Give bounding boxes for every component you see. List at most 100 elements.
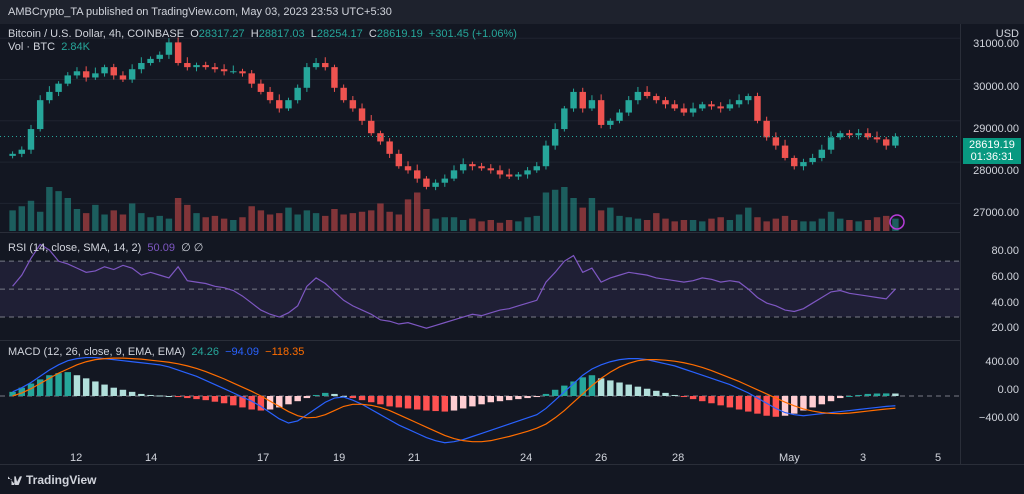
change-value: +301.45 (+1.06%) <box>428 28 517 40</box>
volume-bar <box>322 215 329 231</box>
candle-body <box>515 174 522 177</box>
price-axis[interactable]: USD 31000.00 30000.00 29000.00 28000.00 … <box>960 24 1024 464</box>
volume-bar <box>643 220 651 231</box>
macd-histogram-bar <box>800 396 807 411</box>
candle-body <box>285 100 292 109</box>
time-tick: 3 <box>860 452 867 464</box>
volume-bar <box>285 207 292 231</box>
candle-body <box>653 96 660 101</box>
macd-line <box>12 356 896 444</box>
volume-bar <box>607 207 614 231</box>
candle-body <box>487 168 495 171</box>
volume-bar <box>220 218 228 231</box>
volume-bar <box>735 214 743 231</box>
rsi-line <box>12 243 896 329</box>
macd-hist-value: 24.26 <box>191 346 219 358</box>
macd-histogram-bar <box>450 396 458 411</box>
candle-body <box>864 133 872 138</box>
macd-histogram-bar <box>303 396 311 399</box>
macd-histogram-bar <box>496 396 504 402</box>
candle-body <box>827 137 835 150</box>
volume-bar <box>276 213 283 231</box>
low-label: L <box>310 28 317 40</box>
macd-histogram-bar <box>432 396 439 412</box>
macd-histogram-bar <box>377 396 384 405</box>
candle-body <box>64 75 71 84</box>
macd-histogram-bar <box>331 393 338 396</box>
macd-histogram-bar <box>505 396 513 401</box>
volume-bar <box>864 220 872 231</box>
volume-bar <box>386 211 393 231</box>
candle-body <box>368 120 375 134</box>
macd-signal-line <box>12 357 896 443</box>
candle-body <box>533 166 540 171</box>
bar-countdown: 01:36:31 <box>970 151 1014 163</box>
pane-divider[interactable] <box>0 232 1024 233</box>
rsi-tick: 80.00 <box>991 245 1019 257</box>
publish-text: AMBCrypto_TA published on TradingView.co… <box>8 6 392 18</box>
volume-bar <box>64 198 71 231</box>
candle-body <box>147 58 154 64</box>
macd-histogram-bar <box>248 396 255 410</box>
volume-bar <box>18 206 26 231</box>
volume-label[interactable]: Vol · BTC <box>8 41 56 53</box>
candle-body <box>726 104 734 109</box>
time-tick: 21 <box>408 452 421 464</box>
macd-histogram-bar <box>827 396 835 402</box>
symbol-label[interactable]: Bitcoin / U.S. Dollar, 4h, COINBASE <box>8 28 185 40</box>
candle-body <box>294 87 301 101</box>
volume-bar <box>533 215 540 231</box>
macd-histogram-bar <box>101 384 108 396</box>
volume-bar <box>303 210 311 231</box>
macd-histogram-bar <box>18 387 26 396</box>
macd-histogram-bar <box>634 386 642 396</box>
candle-body <box>496 170 504 175</box>
volume-bar <box>404 199 412 231</box>
candle-body <box>413 170 421 179</box>
volume-bar <box>625 217 632 231</box>
candle-body <box>184 63 191 68</box>
time-tick: 17 <box>257 452 270 464</box>
macd-histogram-bar <box>368 396 375 403</box>
candle-body <box>322 63 329 68</box>
macd-histogram-bar <box>147 394 154 396</box>
candle-body <box>432 182 439 187</box>
tradingview-logo[interactable]: TradingView <box>8 473 96 487</box>
candle-body <box>846 133 853 136</box>
macd-histogram-bar <box>708 396 715 404</box>
macd-histogram-bar <box>358 396 366 401</box>
candle-body <box>643 91 651 97</box>
volume-bar <box>358 211 366 231</box>
currency-label: USD <box>995 28 1019 40</box>
candle-body <box>92 73 99 78</box>
volume-bar <box>837 218 844 231</box>
volume-bar <box>689 220 697 231</box>
candle-body <box>570 91 577 109</box>
candle-body <box>377 133 384 142</box>
rsi-label[interactable]: RSI (14, close, SMA, 14, 2) <box>8 242 142 254</box>
candle-body <box>358 108 366 121</box>
macd-label[interactable]: MACD (12, 26, close, 9, EMA, EMA) <box>8 346 186 358</box>
chart-area[interactable] <box>0 24 960 464</box>
rsi-value: 50.09 <box>147 242 175 254</box>
macd-histogram-bar <box>110 387 117 396</box>
macd-histogram-bar <box>855 394 862 396</box>
pane-divider[interactable] <box>0 340 1024 341</box>
macd-signal-value: −118.35 <box>265 346 305 358</box>
volume-bar <box>395 214 403 231</box>
low-value: 28254.17 <box>316 28 363 40</box>
candle-body <box>257 83 265 92</box>
macd-histogram-bar <box>699 396 706 402</box>
candle-body <box>312 63 320 68</box>
volume-bar <box>772 218 780 231</box>
candle-body <box>524 170 531 175</box>
time-tick: 12 <box>70 452 83 464</box>
volume-bar <box>312 213 320 231</box>
macd-histogram-bar <box>781 396 789 416</box>
macd-histogram-bar <box>837 396 844 399</box>
candle-body <box>211 67 219 70</box>
candle-body <box>174 42 182 64</box>
candle-body <box>754 96 761 121</box>
candle-body <box>745 96 752 101</box>
tradingview-brand: TradingView <box>26 473 97 487</box>
